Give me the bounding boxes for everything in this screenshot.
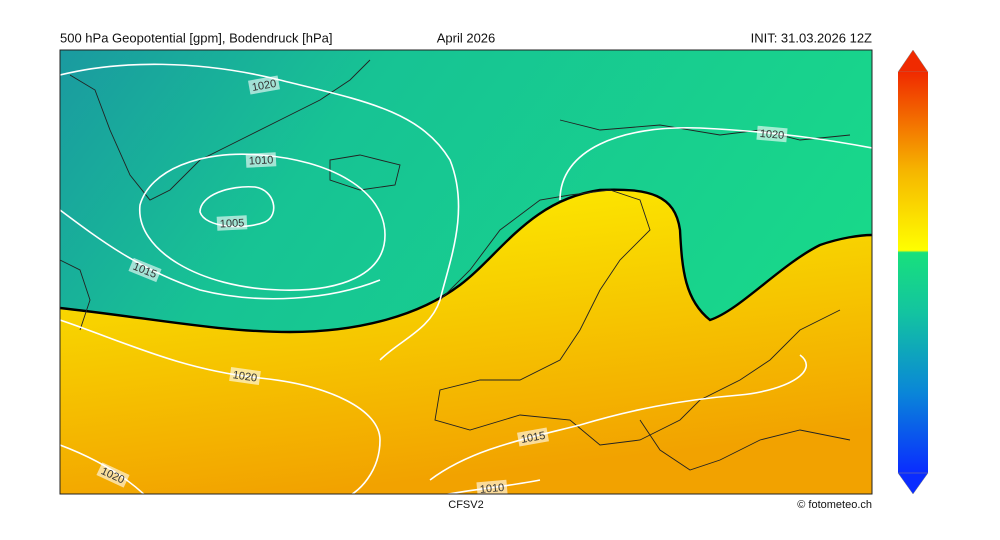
isobar-label-bg [96, 462, 130, 488]
colorbar-max-arrow [897, 49, 929, 73]
isobar-label-bg [248, 75, 280, 95]
isobar-label-text: 1020 [232, 369, 258, 384]
isobar-label-text: 1010 [249, 154, 274, 167]
isobar-label-bg [245, 152, 277, 168]
colorbar [897, 49, 929, 495]
isobar-label: 1020 [229, 366, 261, 386]
isobars [60, 63, 872, 494]
footer-model: CFSV2 [448, 499, 483, 511]
isobar-label: 1005 [216, 215, 248, 231]
header-center: April 2026 [437, 30, 496, 45]
isobar-label-text: 1010 [479, 482, 504, 496]
footer-credit: © fotometeo.ch [797, 499, 872, 511]
isobar-label: 1010 [476, 479, 508, 496]
isobar-label: 1020 [248, 75, 280, 95]
isobar-label: 1015 [517, 427, 549, 447]
colorbar-min-arrow [897, 472, 929, 495]
isobar-label: 1010 [245, 152, 277, 168]
isobar-label-text: 1020 [251, 78, 277, 94]
isobar-label: 1020 [756, 125, 788, 143]
isobar-label-text: 1020 [759, 128, 784, 142]
contour-5520 [60, 188, 872, 334]
isobar-label-text: 1005 [220, 217, 245, 230]
isobar-label-bg [128, 257, 162, 283]
header-right: INIT: 31.03.2026 12Z [751, 30, 872, 45]
colorbar-scale [898, 72, 928, 473]
isobar-label-bg [229, 366, 261, 386]
isobar-label-bg [216, 215, 248, 231]
warm-field [60, 189, 872, 494]
isobar-label-bg [756, 125, 788, 143]
coastlines [60, 59, 851, 471]
header-left: 500 hPa Geopotential [gpm], Bodendruck [… [60, 30, 332, 45]
isobar-label-bg [476, 479, 508, 494]
map-frame [59, 49, 873, 495]
isobar-label-text: 1015 [520, 430, 546, 446]
isobar-label-bg [517, 427, 549, 447]
